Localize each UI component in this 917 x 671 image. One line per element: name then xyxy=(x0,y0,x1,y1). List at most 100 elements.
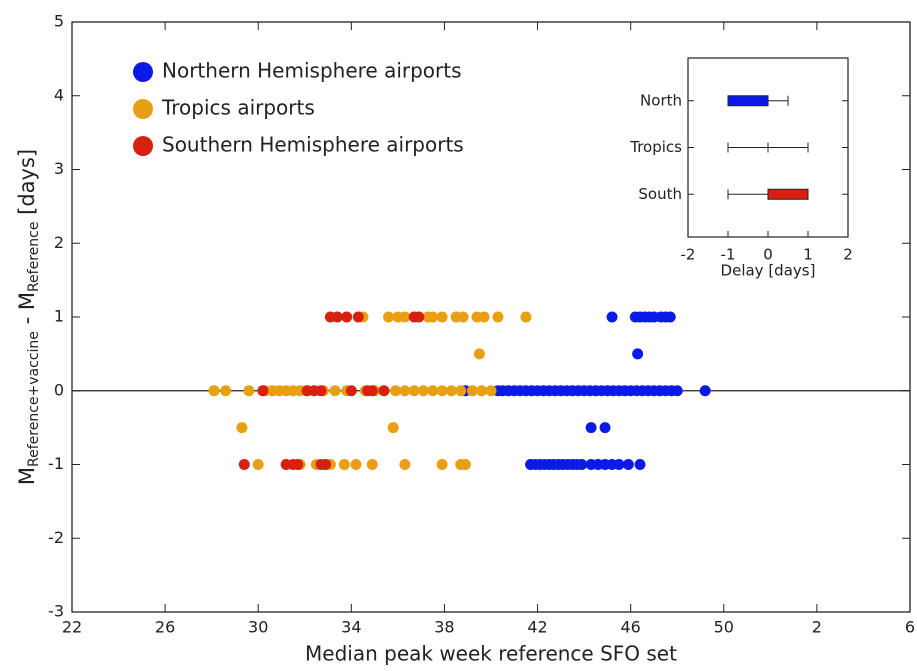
point xyxy=(417,385,429,397)
point xyxy=(585,422,597,434)
y-label-part: [days] xyxy=(15,149,39,222)
legend-label: Tropics airports xyxy=(161,96,315,120)
point xyxy=(292,459,304,470)
point xyxy=(252,459,264,470)
point xyxy=(436,311,448,323)
y-label-part: M xyxy=(15,467,39,485)
y-tick-label: 4 xyxy=(54,85,64,104)
point xyxy=(485,385,497,397)
x-tick-label: 26 xyxy=(155,618,175,637)
point xyxy=(331,311,343,323)
point xyxy=(366,385,378,397)
point xyxy=(436,459,448,470)
point xyxy=(478,311,490,323)
x-tick-label: 2 xyxy=(812,618,822,637)
point xyxy=(476,385,488,397)
point xyxy=(634,459,646,470)
point xyxy=(613,459,625,470)
x-tick-label: 30 xyxy=(248,618,268,637)
y-axis-label: MReference+vaccine - MReference [days] xyxy=(15,149,42,485)
box xyxy=(727,95,769,107)
y-tick-label: -3 xyxy=(48,602,64,621)
point xyxy=(457,311,469,323)
x-axis-label: Delay [days] xyxy=(721,262,816,280)
x-tick-label: 42 xyxy=(527,618,547,637)
point xyxy=(399,311,411,323)
point xyxy=(387,422,399,434)
point xyxy=(257,385,269,397)
y-label-part: Reference+vaccine xyxy=(26,331,42,467)
point xyxy=(383,311,395,323)
point xyxy=(399,459,411,470)
legend-marker xyxy=(133,62,153,82)
point xyxy=(632,348,644,360)
point xyxy=(445,385,457,397)
point xyxy=(436,385,448,397)
point xyxy=(338,459,350,470)
y-label-part: - M xyxy=(15,292,39,331)
box xyxy=(767,188,809,200)
point xyxy=(399,385,411,397)
x-tick-label: -2 xyxy=(681,246,696,264)
x-tick-label: 38 xyxy=(434,618,454,637)
y-tick-label: 3 xyxy=(54,159,64,178)
point xyxy=(622,459,634,470)
point xyxy=(408,385,420,397)
y-tick-label: North xyxy=(640,91,682,109)
x-tick-label: 0 xyxy=(763,246,773,264)
x-tick-label: 50 xyxy=(714,618,734,637)
y-tick-label: South xyxy=(638,185,682,203)
point xyxy=(520,311,532,323)
point xyxy=(671,385,683,397)
point xyxy=(341,311,353,323)
point xyxy=(378,385,390,397)
x-tick-label: 1 xyxy=(803,246,813,264)
x-tick-label: -1 xyxy=(721,246,736,264)
legend-label: Southern Hemisphere airports xyxy=(162,133,464,157)
point xyxy=(208,385,220,397)
point xyxy=(413,311,425,323)
point xyxy=(459,459,471,470)
point xyxy=(236,422,248,434)
y-tick-label: 2 xyxy=(54,233,64,252)
point xyxy=(427,385,439,397)
x-tick-label: 46 xyxy=(620,618,640,637)
point xyxy=(220,385,232,397)
point xyxy=(320,459,332,470)
x-tick-label: 34 xyxy=(341,618,361,637)
y-tick-label: 1 xyxy=(54,307,64,326)
point xyxy=(345,385,357,397)
x-tick-label: 22 xyxy=(62,618,82,637)
y-tick-label: -2 xyxy=(48,528,64,547)
point xyxy=(492,311,504,323)
point xyxy=(390,385,402,397)
point xyxy=(473,348,485,360)
point xyxy=(350,459,362,470)
point xyxy=(366,459,378,470)
legend-marker xyxy=(133,136,153,156)
legend-marker xyxy=(133,99,153,119)
y-tick-label: 0 xyxy=(54,380,64,399)
x-tick-label: 2 xyxy=(843,246,853,264)
point xyxy=(238,459,250,470)
point xyxy=(427,311,439,323)
point xyxy=(599,422,611,434)
legend-label: Northern Hemisphere airports xyxy=(162,59,462,83)
y-tick-label: Tropics xyxy=(629,138,682,156)
y-tick-label: -1 xyxy=(48,454,64,473)
point xyxy=(352,311,364,323)
x-tick-label: 6 xyxy=(905,618,915,637)
point xyxy=(699,385,711,397)
point xyxy=(455,385,467,397)
point xyxy=(329,385,341,397)
point xyxy=(466,385,478,397)
point xyxy=(664,311,676,323)
y-label-part: Reference xyxy=(26,222,42,293)
point xyxy=(606,311,618,323)
x-axis-label: Median peak week reference SFO set xyxy=(305,642,677,666)
y-tick-label: 5 xyxy=(54,12,64,31)
point xyxy=(315,385,327,397)
point xyxy=(243,385,255,397)
point xyxy=(576,459,588,470)
